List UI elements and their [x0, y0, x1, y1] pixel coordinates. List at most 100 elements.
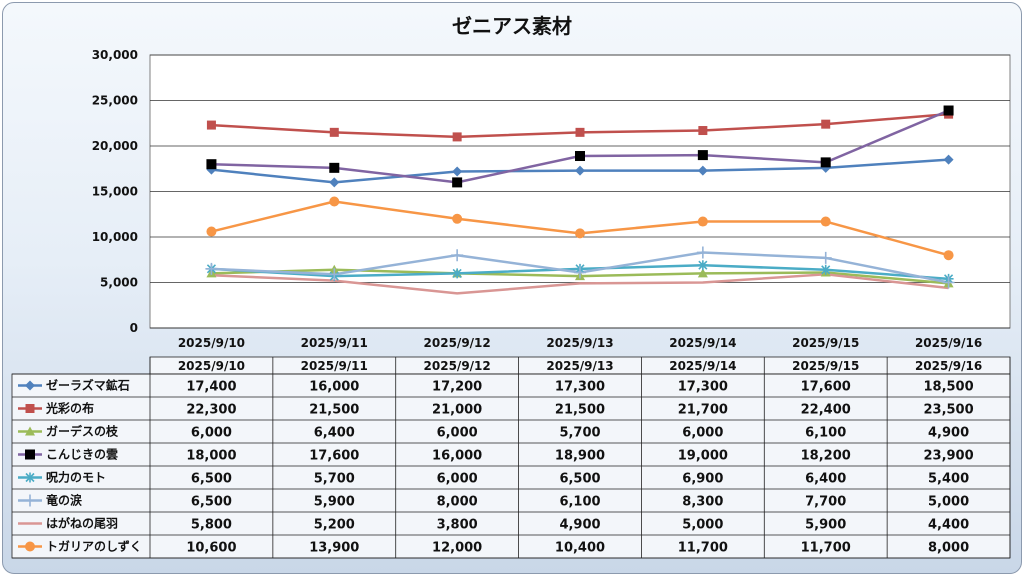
y-tick-label: 0 [130, 321, 138, 335]
data-point-s3 [697, 268, 708, 278]
table-cell: 21,000 [432, 403, 482, 418]
legend-label-5: 呪力のモト [46, 470, 106, 485]
table-cell: 6,500 [191, 495, 232, 510]
data-point-s6 [574, 266, 586, 279]
data-point-s2 [698, 126, 708, 136]
table-cell: 5,200 [314, 518, 355, 533]
data-point-s8 [452, 213, 463, 224]
table-cell: 17,600 [309, 449, 359, 464]
y-tick-label: 30,000 [92, 48, 138, 62]
table-cell: 18,900 [555, 449, 605, 464]
table-cell: 10,400 [555, 541, 605, 556]
table-cell: 6,000 [682, 426, 723, 441]
table-cell: 18,200 [801, 449, 851, 464]
data-point-s6 [328, 268, 341, 281]
data-point-s1 [575, 165, 585, 176]
data-point-s8 [820, 216, 831, 227]
table-cell: 22,300 [186, 403, 236, 418]
table-cell: 8,300 [682, 495, 723, 510]
table-cell: 10,600 [186, 541, 236, 556]
data-point-s6 [819, 251, 832, 264]
y-tick-label: 10,000 [92, 230, 138, 244]
table-cell: 5,700 [314, 472, 355, 487]
x-tick-label: 2025/9/15 [792, 336, 859, 350]
table-cell: 5,800 [191, 518, 232, 533]
table-header-cell: 2025/9/14 [669, 359, 736, 373]
table-cell: 8,000 [437, 495, 478, 510]
table-cell: 19,000 [678, 449, 728, 464]
x-tick-label: 2025/9/11 [301, 336, 368, 350]
table-cell: 17,400 [186, 380, 236, 395]
table-cell: 17,300 [678, 380, 728, 395]
x-tick-label: 2025/9/13 [546, 336, 613, 350]
table-cell: 3,800 [437, 518, 478, 533]
data-point-s8 [206, 226, 217, 237]
table-cell: 6,500 [191, 472, 232, 487]
legend-key-marker-8 [25, 541, 35, 552]
data-point-s2 [821, 119, 831, 129]
table-cell: 6,500 [559, 472, 600, 487]
data-point-s6 [451, 249, 464, 262]
legend-label-8: トガリアのしずく [46, 539, 142, 554]
data-point-s2 [206, 120, 216, 130]
table-header-cell: 2025/9/13 [546, 359, 613, 373]
data-point-s8 [943, 250, 954, 261]
table-cell: 21,500 [309, 403, 359, 418]
legend-label-1: ゼーラズマ鉱石 [46, 378, 130, 393]
data-point-s6 [942, 276, 955, 289]
y-tick-label: 15,000 [92, 185, 138, 199]
legend-label-2: 光彩の布 [45, 401, 94, 416]
table-cell: 17,300 [555, 380, 605, 395]
data-point-s8 [697, 216, 708, 227]
table-cell: 8,000 [928, 541, 969, 556]
legend-label-7: はがねの尾羽 [46, 516, 118, 531]
data-point-s1 [943, 154, 954, 165]
legend-label-4: こんじきの雲 [46, 448, 118, 462]
data-point-s2 [452, 132, 462, 142]
data-point-s6 [696, 246, 709, 259]
legend-key-marker-3 [25, 426, 35, 436]
table-header-cell: 2025/9/11 [301, 359, 368, 373]
data-point-s8 [575, 228, 585, 239]
table-cell: 5,000 [928, 495, 969, 510]
table-cell: 5,700 [559, 426, 600, 441]
table-cell: 18,500 [923, 380, 973, 395]
y-tick-label: 20,000 [92, 139, 138, 153]
table-cell: 6,400 [314, 426, 355, 441]
y-tick-label: 5,000 [100, 276, 138, 290]
table-cell: 5,000 [682, 518, 723, 533]
data-point-s8 [329, 196, 340, 207]
table-cell: 21,700 [678, 403, 728, 418]
table-cell: 6,400 [805, 472, 846, 487]
table-cell: 4,400 [928, 518, 969, 533]
table-cell: 17,600 [801, 380, 851, 395]
data-point-s4 [575, 151, 585, 162]
table-cell: 4,900 [559, 518, 600, 533]
data-point-s1 [452, 166, 463, 177]
data-point-s5 [452, 268, 463, 279]
legend-key-marker-2 [25, 404, 35, 413]
table-header-cell: 2025/9/10 [178, 359, 245, 373]
legend-key-marker-5 [25, 472, 35, 483]
y-tick-label: 25,000 [92, 94, 138, 108]
table-cell: 17,200 [432, 380, 482, 395]
data-point-s1 [697, 165, 708, 176]
table-cell: 6,900 [682, 472, 723, 487]
data-point-s2 [329, 127, 339, 137]
table-cell: 11,700 [801, 541, 851, 556]
table-cell: 11,700 [678, 541, 728, 556]
data-point-s1 [329, 177, 340, 188]
table-cell: 6,000 [437, 472, 478, 487]
table-cell: 5,900 [314, 495, 355, 510]
data-point-s4 [943, 105, 954, 116]
table-cell: 6,000 [191, 426, 232, 441]
legend-label-6: 竜の涙 [46, 493, 82, 508]
data-point-s4 [329, 162, 340, 173]
table-cell: 18,000 [186, 449, 236, 464]
legend-key-marker-1 [25, 380, 35, 391]
data-point-s5 [697, 260, 708, 271]
legend-key-marker-6 [24, 494, 36, 507]
table-cell: 6,100 [805, 426, 846, 441]
table-cell: 6,100 [559, 495, 600, 510]
